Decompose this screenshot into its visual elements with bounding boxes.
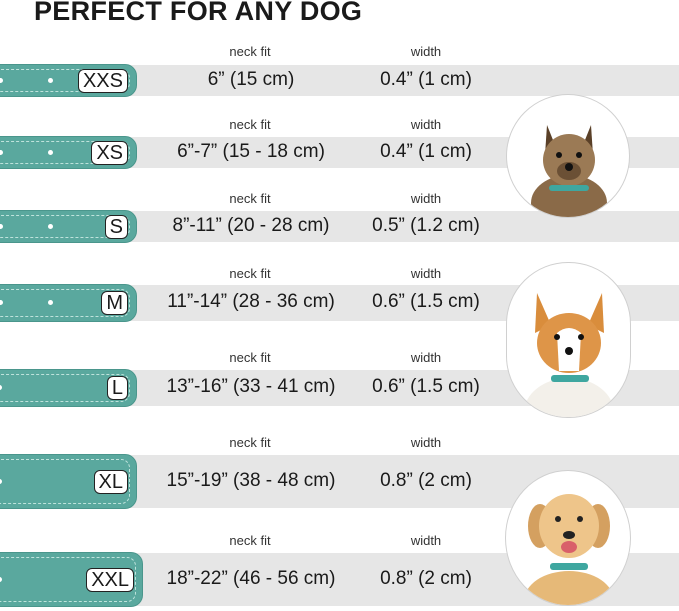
width-value: 0.5” (1.2 cm) bbox=[372, 214, 480, 236]
neck-fit-value: 8”-11” (20 - 28 cm) bbox=[172, 214, 330, 236]
neck-fit-label: neck fit bbox=[229, 44, 271, 59]
neck-fit-value: 13”-16” (33 - 41 cm) bbox=[166, 376, 336, 397]
size-tag: S bbox=[104, 214, 128, 239]
collar-hole bbox=[0, 223, 3, 229]
collar-strap: S bbox=[0, 210, 137, 243]
neck-fit-label: neck fit bbox=[229, 350, 271, 365]
size-tag: XXS bbox=[77, 68, 128, 93]
width-value: 0.4” (1 cm) bbox=[380, 68, 472, 90]
collar-strap: XL bbox=[0, 454, 137, 509]
collar-strap: XS bbox=[0, 136, 137, 169]
size-tag: XXL bbox=[86, 567, 134, 592]
collar-hole bbox=[0, 77, 3, 83]
neck-fit-label: neck fit bbox=[229, 117, 271, 132]
collar-hole bbox=[0, 300, 3, 305]
neck-fit-value: 6” (15 cm) bbox=[207, 68, 295, 90]
size-tag: L bbox=[106, 376, 128, 400]
neck-fit-label: neck fit bbox=[229, 266, 271, 281]
collar-hole bbox=[0, 385, 2, 390]
collar-hole bbox=[0, 478, 2, 484]
collar-hole bbox=[0, 149, 3, 155]
size-tag: XS bbox=[91, 140, 128, 165]
collar-strap: L bbox=[0, 369, 137, 407]
width-label: width bbox=[410, 117, 442, 132]
labrador-photo bbox=[505, 470, 631, 606]
corgi-photo bbox=[506, 262, 631, 418]
width-label: width bbox=[410, 533, 442, 548]
neck-fit-value: 6”-7” (15 - 18 cm) bbox=[177, 140, 325, 162]
width-value: 0.8” (2 cm) bbox=[380, 469, 472, 491]
neck-fit-value: 15”-19” (38 - 48 cm) bbox=[166, 469, 336, 491]
collar-strap: XXS bbox=[0, 64, 137, 97]
collar-hole bbox=[48, 149, 53, 155]
page-title: PERFECT FOR ANY DOG bbox=[34, 0, 363, 26]
neck-fit-label: neck fit bbox=[229, 435, 271, 450]
collar-hole bbox=[48, 77, 53, 83]
width-label: width bbox=[410, 44, 442, 59]
collar-hole bbox=[48, 300, 53, 305]
width-label: width bbox=[410, 350, 442, 365]
width-label: width bbox=[410, 266, 442, 281]
width-value: 0.8” (2 cm) bbox=[380, 567, 472, 589]
width-value: 0.6” (1.5 cm) bbox=[372, 291, 480, 312]
collar-hole bbox=[48, 223, 53, 229]
size-tag: XL bbox=[93, 469, 128, 494]
width-value: 0.6” (1.5 cm) bbox=[372, 376, 480, 397]
collar-hole bbox=[0, 576, 2, 582]
small-dog-photo bbox=[506, 94, 630, 218]
neck-fit-label: neck fit bbox=[229, 191, 271, 206]
neck-fit-value: 18”-22” (46 - 56 cm) bbox=[166, 567, 336, 589]
neck-fit-label: neck fit bbox=[229, 533, 271, 548]
width-label: width bbox=[410, 191, 442, 206]
size-tag: M bbox=[101, 291, 128, 315]
collar-strap: M bbox=[0, 284, 137, 322]
collar-strap: XXL bbox=[0, 552, 143, 607]
neck-fit-value: 11”-14” (28 - 36 cm) bbox=[167, 291, 335, 312]
width-value: 0.4” (1 cm) bbox=[380, 140, 472, 162]
width-label: width bbox=[410, 435, 442, 450]
